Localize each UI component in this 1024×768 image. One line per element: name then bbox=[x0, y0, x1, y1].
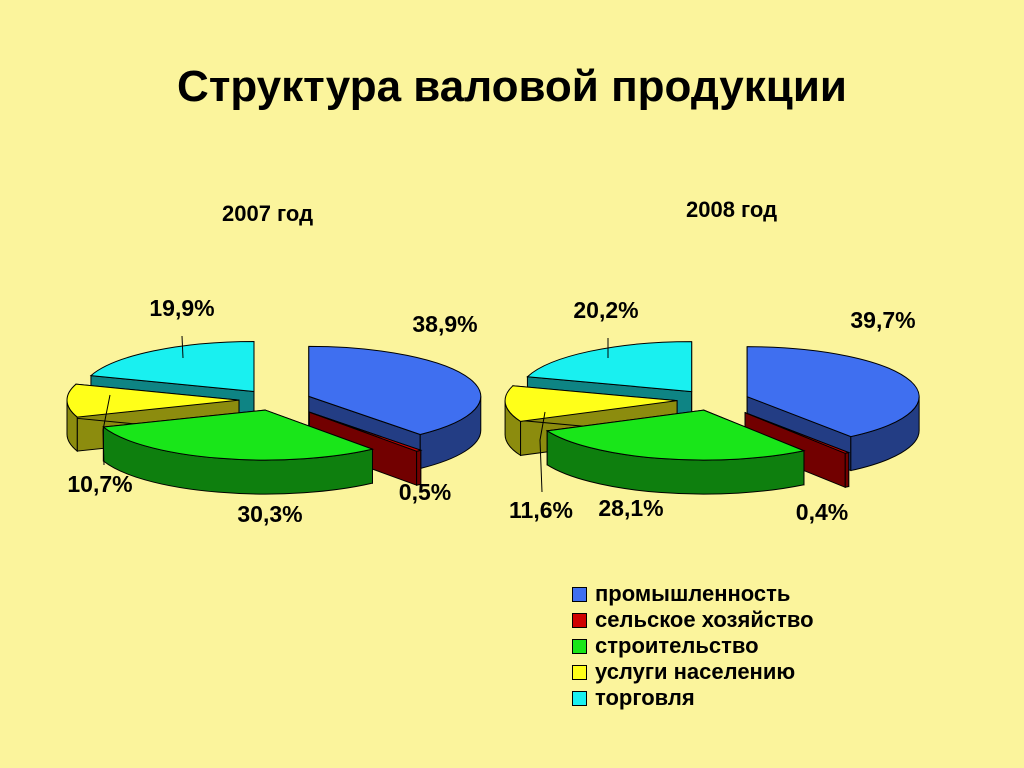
legend-item-services: услуги населению bbox=[572, 659, 814, 685]
legend-label: услуги населению bbox=[595, 659, 796, 684]
data-label-услуги населению: 10,7% bbox=[67, 471, 132, 497]
legend-swatch bbox=[572, 690, 587, 706]
data-label-промышленность: 38,9% bbox=[412, 311, 477, 337]
data-label-промышленность: 39,7% bbox=[850, 307, 915, 333]
data-label-услуги населению: 11,6% bbox=[509, 497, 573, 523]
chart-title-2008: 2008 год bbox=[686, 197, 778, 222]
legend-item-trade: торговля bbox=[572, 685, 814, 711]
legend: промышленность сельское хозяйство строит… bbox=[572, 581, 814, 711]
legend-swatch bbox=[572, 612, 587, 628]
pie-chart-1: 39,7% 0,4% 28,1% 11,6% 20,2% bbox=[504, 297, 920, 525]
data-label-сельское хозяйство: 0,4% bbox=[796, 499, 848, 525]
chart-title-2007: 2007 год bbox=[222, 201, 314, 226]
data-label-сельское хозяйство: 0,5% bbox=[399, 479, 451, 505]
data-label-торговля: 19,9% bbox=[149, 295, 214, 321]
legend-label: сельское хозяйство bbox=[595, 607, 814, 632]
pie-chart-0: 38,9% 0,5% 30,3% 10,7% 19,9% bbox=[66, 295, 482, 527]
legend-swatch bbox=[572, 664, 587, 680]
legend-swatch bbox=[572, 586, 587, 602]
leader-line bbox=[539, 411, 546, 493]
legend-item-industry: промышленность bbox=[572, 581, 814, 607]
legend-label: промышленность bbox=[595, 581, 791, 606]
data-label-строительство: 30,3% bbox=[237, 501, 302, 527]
legend-item-agriculture: сельское хозяйство bbox=[572, 607, 814, 633]
data-label-торговля: 20,2% bbox=[573, 297, 638, 323]
legend-swatch bbox=[572, 638, 587, 654]
data-label-строительство: 28,1% bbox=[598, 495, 663, 521]
leader-line bbox=[102, 394, 111, 466]
legend-label: торговля bbox=[595, 685, 695, 710]
legend-label: строительство bbox=[595, 633, 759, 658]
legend-item-construction: строительство bbox=[572, 633, 814, 659]
pie-slice-строительство bbox=[545, 409, 806, 495]
leader-line bbox=[181, 335, 184, 359]
page-title: Структура валовой продукции bbox=[177, 62, 847, 111]
